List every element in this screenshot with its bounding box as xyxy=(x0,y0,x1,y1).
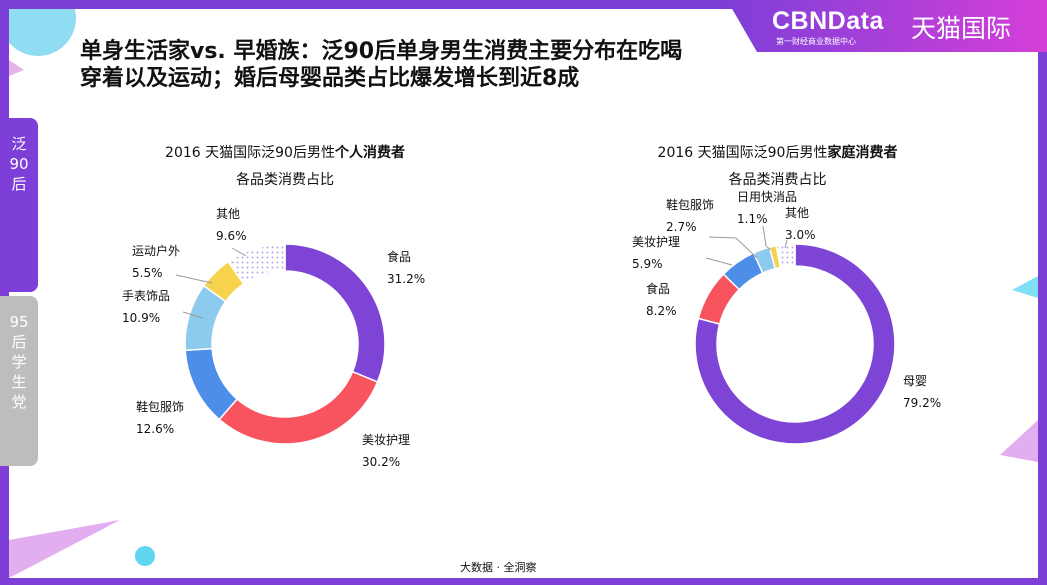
chart1-leader-3 xyxy=(182,311,204,319)
chart2-value-label-3: 2.7% xyxy=(666,220,697,234)
chart1-leader-4 xyxy=(175,274,213,284)
chart2-category-label-3: 鞋包服饰 xyxy=(666,197,714,212)
brand-logo-tmall: 天猫国际 xyxy=(911,14,1012,43)
footer-tagline: 大数据 · 全洞察 xyxy=(460,561,537,574)
chart2-leader-4 xyxy=(762,225,772,251)
chart2-category-label-0: 母婴 xyxy=(903,374,927,388)
side-tab-label: 95后学生党 xyxy=(9,313,29,411)
chart2-value-label-1: 8.2% xyxy=(646,304,677,318)
chart2-value-label-5: 3.0% xyxy=(785,228,816,242)
chart2-title-prefix: 2016 天猫国际泛90后男性 xyxy=(657,145,828,161)
chart2-value-label-2: 5.9% xyxy=(632,257,663,271)
brand-subtitle: 第一财经商业数据中心 xyxy=(776,37,856,46)
chart1-value-label-0: 31.2% xyxy=(387,272,425,286)
chart2-title-bold: 家庭消费者 xyxy=(827,145,898,161)
chart1-category-label-4: 运动户外 xyxy=(132,243,180,258)
chart1-category-label-0: 食品 xyxy=(387,249,411,264)
chart2-value-label-4: 1.1% xyxy=(737,212,768,226)
chart1-title-line2: 各品类消费占比 xyxy=(236,172,334,188)
chart2-title-line2: 各品类消费占比 xyxy=(728,172,827,188)
deco-circle-top-left xyxy=(0,0,76,56)
deco-circle-bottom xyxy=(135,546,155,566)
chart1-title-prefix: 2016 天猫国际泛90后男性 xyxy=(165,145,335,161)
chart1-category-label-3: 手表饰品 xyxy=(122,289,170,303)
chart2-category-label-5: 其他 xyxy=(785,206,809,220)
brand-logo-cbndata: CBNData xyxy=(772,7,884,35)
deco-triangle-bottom-left xyxy=(9,520,120,578)
deco-triangle-right xyxy=(1012,276,1038,298)
chart1-category-label-5: 其他 xyxy=(216,207,240,221)
chart1-leader-5 xyxy=(231,247,247,257)
chart2-slice-0 xyxy=(694,243,896,445)
chart2-value-label-0: 79.2% xyxy=(903,396,941,410)
title-line-1: 单身生活家vs. 早婚族：泛90后单身男生消费主要分布在吃喝 xyxy=(80,39,683,64)
chart1-value-label-5: 9.6% xyxy=(216,229,247,243)
chart1-value-label-3: 10.9% xyxy=(122,311,160,325)
chart1-category-label-2: 鞋包服饰 xyxy=(136,399,184,414)
chart2-leader-3 xyxy=(708,236,758,259)
chart2-slice-5 xyxy=(775,243,796,269)
chart1-value-label-4: 5.5% xyxy=(132,266,163,280)
chart1-slice-0 xyxy=(284,243,386,383)
header-banner xyxy=(727,0,1047,52)
chart2-leader-5 xyxy=(784,239,788,249)
chart2-category-label-2: 美妆护理 xyxy=(632,235,680,249)
chart1-title: 2016 天猫国际泛90后男性个人消费者 各品类消费占比 xyxy=(150,140,420,194)
slide-title: 单身生活家vs. 早婚族：泛90后单身男生消费主要分布在吃喝 穿着以及运动；婚后… xyxy=(80,38,780,92)
chart1-value-label-2: 12.6% xyxy=(136,422,174,436)
chart2-leader-2 xyxy=(705,257,733,266)
side-tab-label: 泛90后 xyxy=(9,135,29,193)
deco-triangle-left xyxy=(9,60,24,76)
chart2-title: 2016 天猫国际泛90后男性家庭消费者 各品类消费占比 xyxy=(640,140,915,194)
chart1-slice-2 xyxy=(184,347,239,421)
chart1-slice-1 xyxy=(218,370,379,445)
deco-triangle-bottom-right xyxy=(1000,420,1038,462)
chart1-category-label-1: 美妆护理 xyxy=(362,433,410,447)
chart2-category-label-1: 食品 xyxy=(646,281,670,296)
side-tab-post90[interactable]: 泛90后 xyxy=(0,118,38,292)
chart1-value-label-1: 30.2% xyxy=(362,455,400,469)
chart1-title-bold: 个人消费者 xyxy=(334,145,405,161)
side-tab-post95[interactable]: 95后学生党 xyxy=(0,296,38,466)
chart2-category-label-4: 日用快消品 xyxy=(737,190,797,204)
title-line-2: 穿着以及运动；婚后母婴品类占比爆发增长到近8成 xyxy=(80,66,580,91)
